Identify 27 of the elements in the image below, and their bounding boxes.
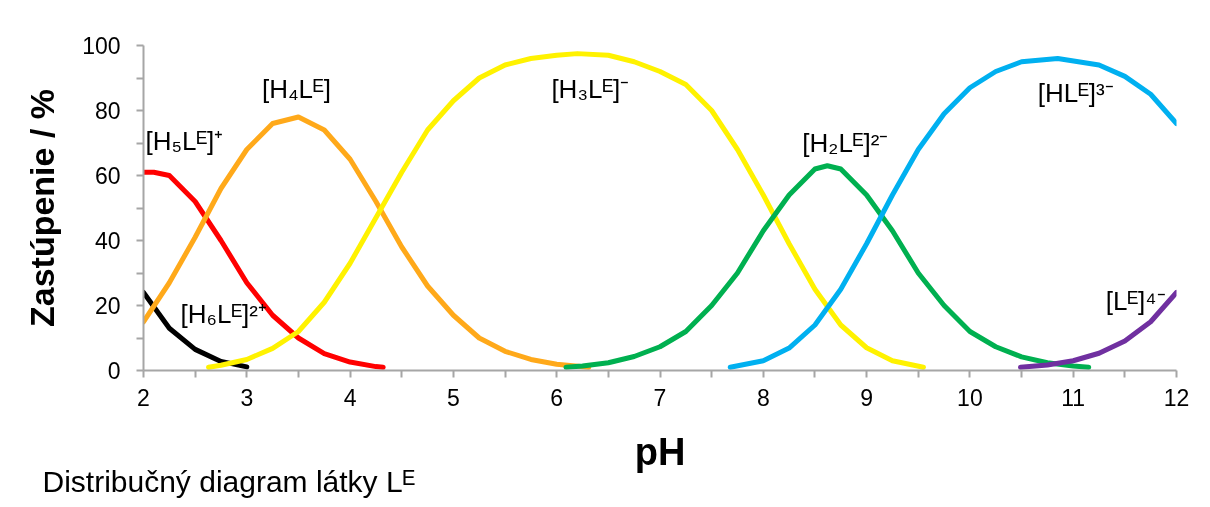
y-tick-label: 20 xyxy=(94,293,121,319)
x-tick-label: 2 xyxy=(137,384,150,411)
y-tick-label: 40 xyxy=(94,228,121,254)
x-tick-label: 7 xyxy=(653,384,667,411)
y-tick-label: 100 xyxy=(82,33,121,59)
series-label: [Lᴱ]⁴⁻ xyxy=(1105,285,1166,316)
x-tick-label: 3 xyxy=(240,384,254,411)
y-tick-label: 60 xyxy=(94,163,121,189)
x-tick-label: 9 xyxy=(860,384,873,411)
x-tick-label: 6 xyxy=(550,384,564,411)
x-tick-label: 5 xyxy=(447,384,460,411)
y-axis-title: Zastúpenie / % xyxy=(23,88,62,328)
x-tick-label: 11 xyxy=(1061,384,1086,411)
x-tick-label: 4 xyxy=(343,384,357,411)
x-tick-label: 12 xyxy=(1163,384,1190,411)
x-axis-title: pH xyxy=(634,430,686,473)
series-label: [H₅Lᴱ]⁺ xyxy=(145,126,224,157)
x-tick-label: 8 xyxy=(756,384,770,411)
series-label: [H₂Lᴱ]²⁻ xyxy=(802,127,889,158)
series-label: [H₃Lᴱ]⁻ xyxy=(551,73,630,104)
x-tick-label: 10 xyxy=(957,384,983,411)
series-label: [H₆Lᴱ]²⁺ xyxy=(180,298,267,329)
series-label: [H₄Lᴱ] xyxy=(261,74,331,104)
series-label: [HLᴱ]³⁻ xyxy=(1037,77,1114,108)
y-tick-label: 0 xyxy=(107,358,121,384)
y-tick-label: 80 xyxy=(94,98,121,124)
text: Distribučný diagram látky Lᴱ xyxy=(42,464,415,498)
